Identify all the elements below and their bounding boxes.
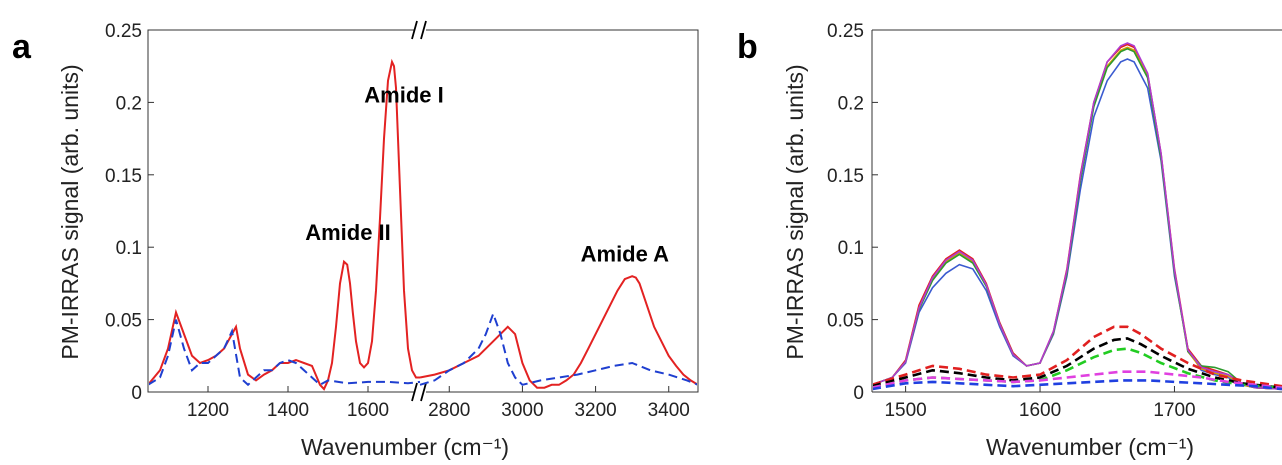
panel-a-xtick-label: 2800 <box>428 400 470 421</box>
panel-b-ytick-label: 0.25 <box>827 21 864 42</box>
panel-a-xlabel: Wavenumber (cm⁻¹) <box>301 434 509 460</box>
panel-a-ylabel: PM-IRRAS signal (arb. units) <box>57 64 83 359</box>
panel-a-label: a <box>12 28 32 66</box>
panel-b-xtick-label: 1600 <box>1019 400 1061 421</box>
panel-a-ytick-label: 0 <box>131 383 142 404</box>
panel-b-series-1-line <box>873 43 1282 390</box>
panel-a-xtick-label: 3000 <box>501 400 543 421</box>
panel-b-ytick-label: 0.15 <box>827 166 864 187</box>
panel-a-break-mark <box>411 382 418 402</box>
panel-b-series-9-line <box>873 379 1282 391</box>
panel-a-series-1-line <box>419 310 697 386</box>
panel-b-ytick-label: 0 <box>853 383 864 404</box>
panel-b-series-5-line <box>873 325 1282 388</box>
panel-a-xtick-label: 3400 <box>648 400 690 421</box>
panel-a-ytick-label: 0.1 <box>116 238 142 259</box>
panel-b-series-0-line <box>873 58 1282 390</box>
panel-b-xlabel: Wavenumber (cm⁻¹) <box>986 434 1194 460</box>
panel-b-xtick-label: 1500 <box>884 400 926 421</box>
panel-b-series-3-line <box>873 47 1282 390</box>
panel-b-xtick-label: 1700 <box>1153 400 1195 421</box>
panel-a-annotation: Amide II <box>305 220 391 245</box>
panel-b-label: b <box>737 28 758 66</box>
panel-a-annotation: Amide I <box>364 82 443 107</box>
panel-b-series-6-line <box>873 337 1282 389</box>
panel-a-break-mark <box>411 20 418 40</box>
panel-b-series-2-line <box>873 46 1282 390</box>
panel-b-ytick-label: 0.2 <box>838 93 864 114</box>
panel-b-ytick-label: 0.1 <box>838 238 864 259</box>
panel-b-ytick-label: 0.05 <box>827 311 864 332</box>
panel-a-ytick-label: 0.25 <box>105 21 142 42</box>
panel-a-series-1-line <box>149 319 421 387</box>
panel-a-xtick-label: 3200 <box>574 400 616 421</box>
panel-a-break-mark <box>420 382 427 402</box>
panel-b-series-8-line <box>873 370 1282 389</box>
panel-a-ytick-label: 0.2 <box>116 93 142 114</box>
panel-a-ytick-label: 0.05 <box>105 311 142 332</box>
panel-b-series-7-line <box>873 347 1282 389</box>
panel-a-ytick-label: 0.15 <box>105 166 142 187</box>
panel-a-xtick-label: 1600 <box>347 400 389 421</box>
panel-a-xtick-label: 1400 <box>267 400 309 421</box>
panel-a-xtick-label: 1200 <box>187 400 229 421</box>
panel-a-annotation: Amide A <box>581 242 670 267</box>
panel-a-break-mark <box>420 20 427 40</box>
panel-b-ylabel: PM-IRRAS signal (arb. units) <box>782 64 808 359</box>
